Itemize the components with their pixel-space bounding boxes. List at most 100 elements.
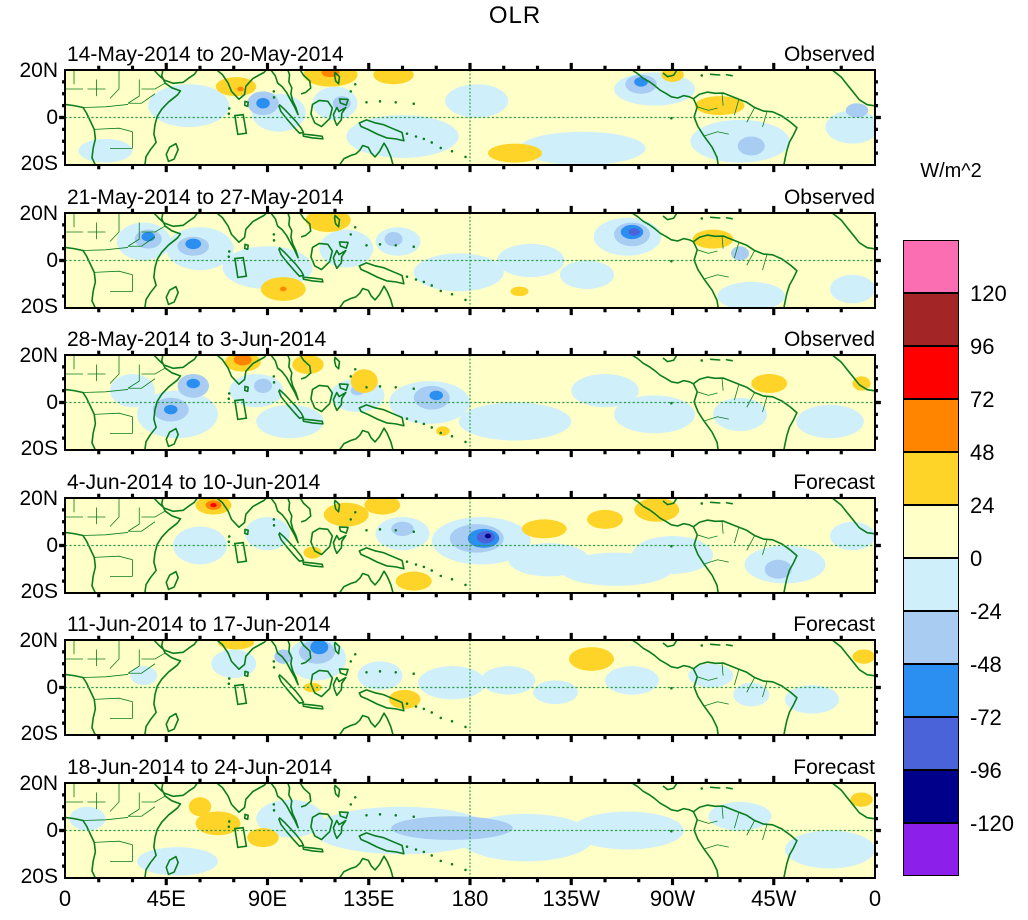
island-dot: [227, 255, 231, 259]
anomaly-blob: [78, 138, 133, 163]
anomaly-blob: [733, 682, 770, 707]
y-axis-tick-label: 20S: [20, 865, 58, 888]
colorbar-cell: [903, 664, 959, 717]
island-dot: [354, 652, 357, 656]
panel-header: 4-Jun-2014 to 10-Jun-2014 Forecast: [65, 471, 875, 497]
island-dot: [439, 574, 442, 578]
y-axis-tick-label: 20S: [20, 295, 58, 318]
island-dot: [272, 518, 276, 521]
island-dot: [430, 426, 433, 429]
island-dot: [422, 422, 426, 426]
island-dot: [670, 259, 673, 263]
anomaly-blob: [692, 229, 734, 249]
anomaly-blob: [164, 404, 178, 415]
island-dot: [227, 540, 231, 544]
anomaly-blob: [737, 136, 765, 156]
island-dot: [464, 440, 467, 444]
island-dot: [450, 719, 454, 723]
country-borders: [65, 70, 767, 148]
anomaly-blob: [357, 661, 403, 690]
island-dot: [464, 583, 467, 587]
anomaly-blob: [852, 376, 871, 391]
anomaly-blob: [521, 519, 567, 539]
anomaly-blob: [628, 228, 640, 236]
anomaly-blob: [717, 281, 785, 308]
anomaly-blob: [785, 685, 839, 714]
anomaly-blob: [830, 521, 875, 551]
y-axis-tick-label: 20S: [20, 722, 58, 745]
y-axis-tick-label: 0: [46, 105, 58, 129]
island-dot: [670, 829, 673, 833]
island-dot: [228, 107, 231, 110]
anomaly-blob: [713, 397, 767, 431]
anomaly-blob: [303, 70, 358, 87]
island-dot: [349, 233, 352, 236]
island-dot: [430, 284, 433, 287]
y-axis-tick-label: 20N: [19, 629, 58, 652]
colorbar-tick-label: 0: [970, 546, 983, 571]
island-dot: [365, 670, 368, 674]
x-axis-tick-label: 0: [868, 886, 882, 911]
x-axis-tick-label: 135E: [343, 886, 395, 911]
island-dot: [414, 563, 418, 566]
island-dot: [464, 298, 467, 302]
anomaly-blob: [587, 509, 623, 529]
island-dot: [414, 135, 418, 138]
island-dot: [378, 100, 382, 103]
island-dot: [412, 102, 415, 106]
x-axis-tick-label: 90E: [247, 886, 288, 911]
island-dot: [227, 112, 231, 116]
anomaly-blob: [605, 666, 659, 695]
y-axis-tick-label: 0: [46, 818, 58, 842]
island-dot: [670, 544, 673, 548]
x-axis-tick-label: 135W: [542, 886, 600, 911]
map-svg: [59, 62, 881, 173]
index-region-box: [235, 258, 246, 278]
island-dot: [422, 280, 426, 284]
map-panel: [59, 490, 881, 601]
panel-source-label: Forecast: [793, 471, 875, 494]
island-dot: [227, 397, 231, 401]
anomaly-blob: [256, 404, 324, 439]
anomaly-blob: [364, 498, 401, 515]
island-dot: [414, 278, 418, 281]
island-dot: [394, 528, 397, 532]
island-dot: [450, 434, 454, 438]
island-dot: [700, 359, 703, 362]
island-dot: [430, 711, 433, 714]
island-dot: [354, 367, 357, 371]
island-dot: [439, 146, 442, 150]
island-dot: [228, 250, 231, 253]
island-dot: [272, 375, 276, 378]
panel-source-label: Observed: [783, 186, 875, 209]
map-panel: [59, 62, 881, 173]
x-axis-tick-label: 90W: [649, 886, 696, 911]
island-dot: [365, 528, 368, 532]
island-dot: [354, 225, 357, 229]
panel-date-range: 18-Jun-2014 to 24-Jun-2014: [67, 756, 333, 779]
anomaly-blob: [418, 666, 486, 700]
anomaly-blob: [436, 426, 450, 436]
island-dot: [272, 803, 276, 806]
island-dot: [365, 243, 368, 247]
island-dot: [430, 569, 433, 572]
island-dot: [412, 387, 415, 391]
colorbar-cell: [903, 558, 959, 611]
island-dot: [405, 132, 409, 135]
island-dot: [414, 420, 418, 423]
island-dot: [272, 524, 276, 527]
island-dot: [349, 660, 352, 663]
island-dot: [378, 528, 382, 531]
index-region-box: [235, 543, 246, 563]
anomaly-blob: [413, 253, 504, 292]
anomaly-blob: [233, 355, 252, 366]
panel-header: 11-Jun-2014 to 17-Jun-2014 Forecast: [65, 613, 875, 639]
anomaly-blob: [488, 143, 542, 163]
island-dot: [412, 245, 415, 249]
colorbar-tick-label: -24: [970, 599, 1002, 624]
map-panel: [59, 775, 881, 886]
map-svg: [59, 490, 881, 601]
anomaly-blob: [310, 640, 329, 655]
island-dot: [227, 825, 231, 829]
anomaly-blob: [445, 84, 509, 118]
